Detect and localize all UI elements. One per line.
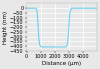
Y-axis label: Height (nm): Height (nm) (4, 11, 8, 44)
X-axis label: Distance (μm): Distance (μm) (42, 61, 81, 66)
